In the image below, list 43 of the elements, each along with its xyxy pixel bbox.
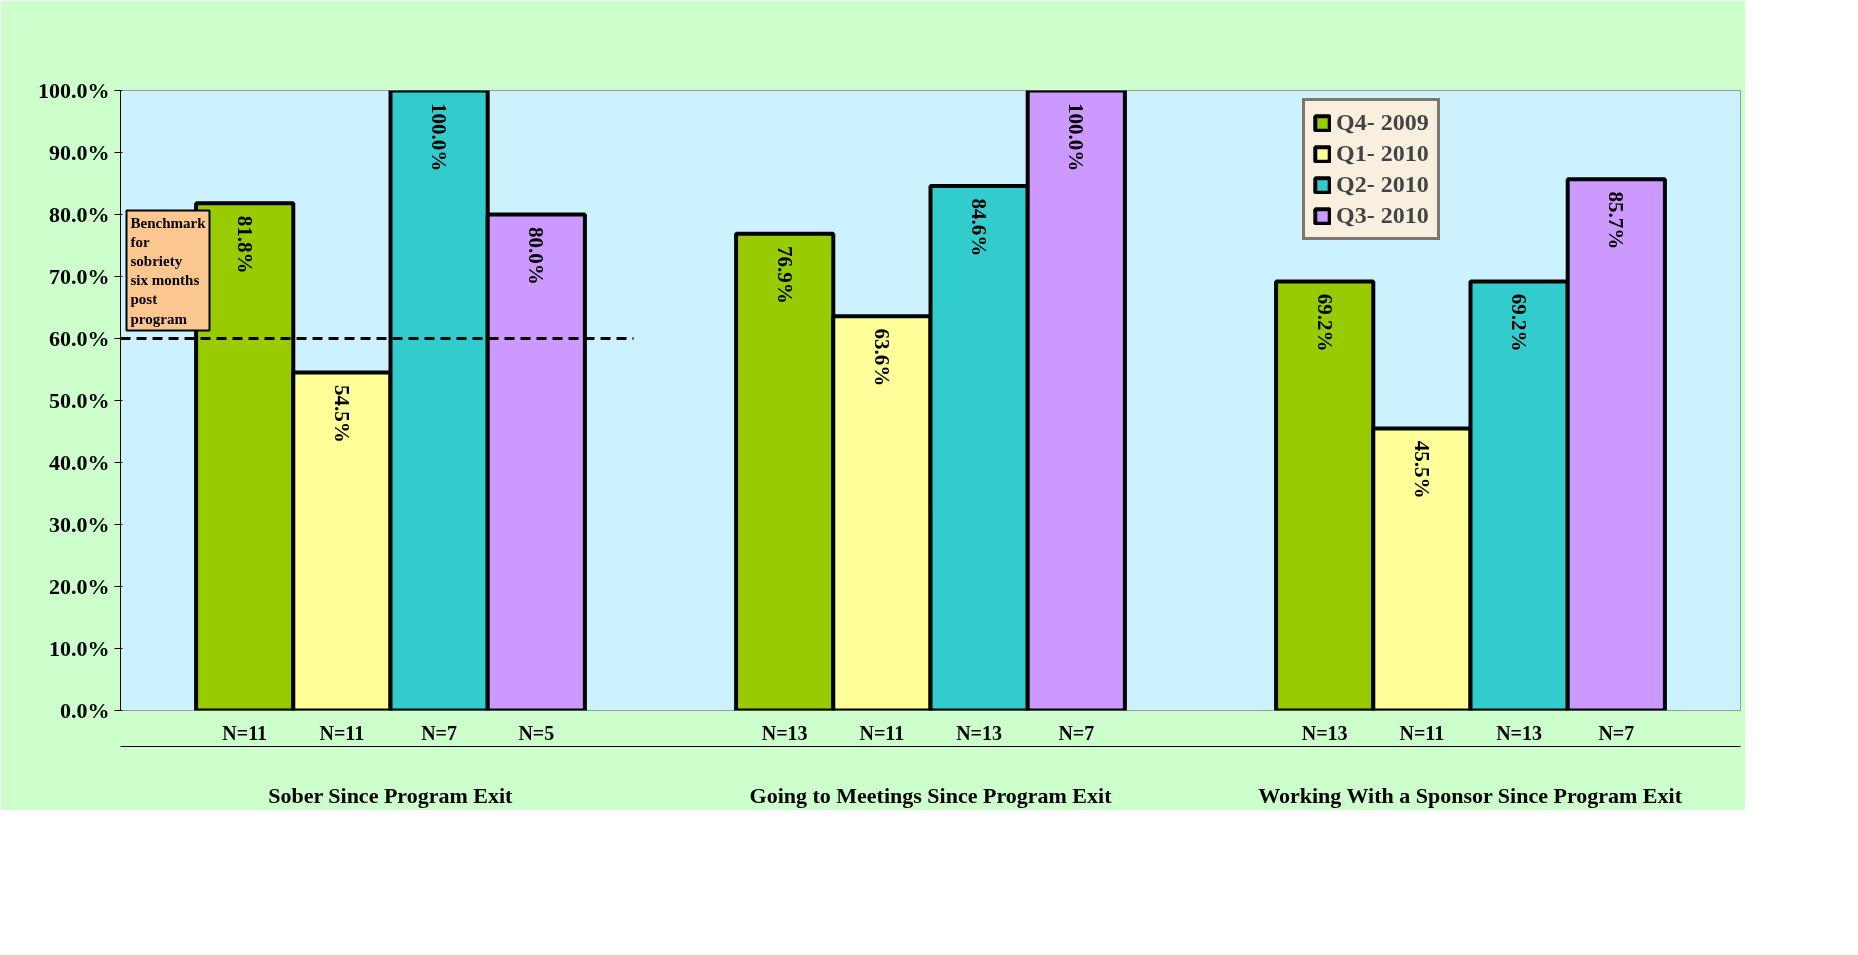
y-tick-label: 90.0% [49,140,110,165]
text: N=7 [1058,721,1095,744]
text: N=11 [859,721,905,744]
text: N=7 [1598,721,1635,744]
ref-line-label: Benchmark for sobriety six months post program [130,214,207,327]
text: N=11 [319,721,365,744]
legend-label: Q4- 2009 [1336,109,1429,136]
data-label: 85.7% [1604,191,1629,250]
text: N=5 [518,721,555,744]
data-label: 81.8% [232,215,257,274]
text: N=11 [222,721,268,744]
data-label: 80.0% [524,226,549,285]
text: N=13 [956,721,1003,744]
data-label: 69.2% [1507,293,1532,352]
y-tick-label: 20.0% [49,574,110,599]
y-tick-label: 60.0% [49,326,110,351]
y-tick-label: 70.0% [49,264,110,289]
data-label: 54.5% [329,385,354,443]
y-tick-label: 50.0% [49,388,110,413]
text: N=7 [421,721,458,744]
y-tick-label: 30.0% [49,512,110,537]
y-tick-label: 80.0% [49,202,110,227]
text: N=13 [761,721,808,744]
data-label: 76.9% [772,246,797,304]
y-tick-label: 100.0% [38,78,110,103]
x-tick-label: Working With a Sponsor Since Program Exit [1258,782,1683,808]
legend-label: Q1- 2010 [1336,140,1429,167]
legend-label: Q3- 2010 [1336,202,1429,229]
data-label: 69.2% [1312,293,1337,352]
y-tick-label: 0.0% [60,698,110,723]
x-tick-label: Sober Since Program Exit [268,782,514,808]
data-label: 100.0% [1064,102,1089,172]
y-tick-label: 40.0% [49,450,110,475]
x-tick-label: Going to Meetings Since Program Exit [749,782,1113,808]
text: N=13 [1496,721,1543,744]
y-tick-label: 10.0% [49,636,110,661]
legend-label: Q2- 2010 [1336,171,1429,198]
data-label: 100.0% [427,102,452,172]
data-label: 63.6% [869,328,894,387]
text: N=11 [1399,721,1445,744]
data-label: 45.5% [1409,440,1434,499]
text: N=13 [1301,721,1348,744]
data-label: 84.6% [967,198,992,257]
